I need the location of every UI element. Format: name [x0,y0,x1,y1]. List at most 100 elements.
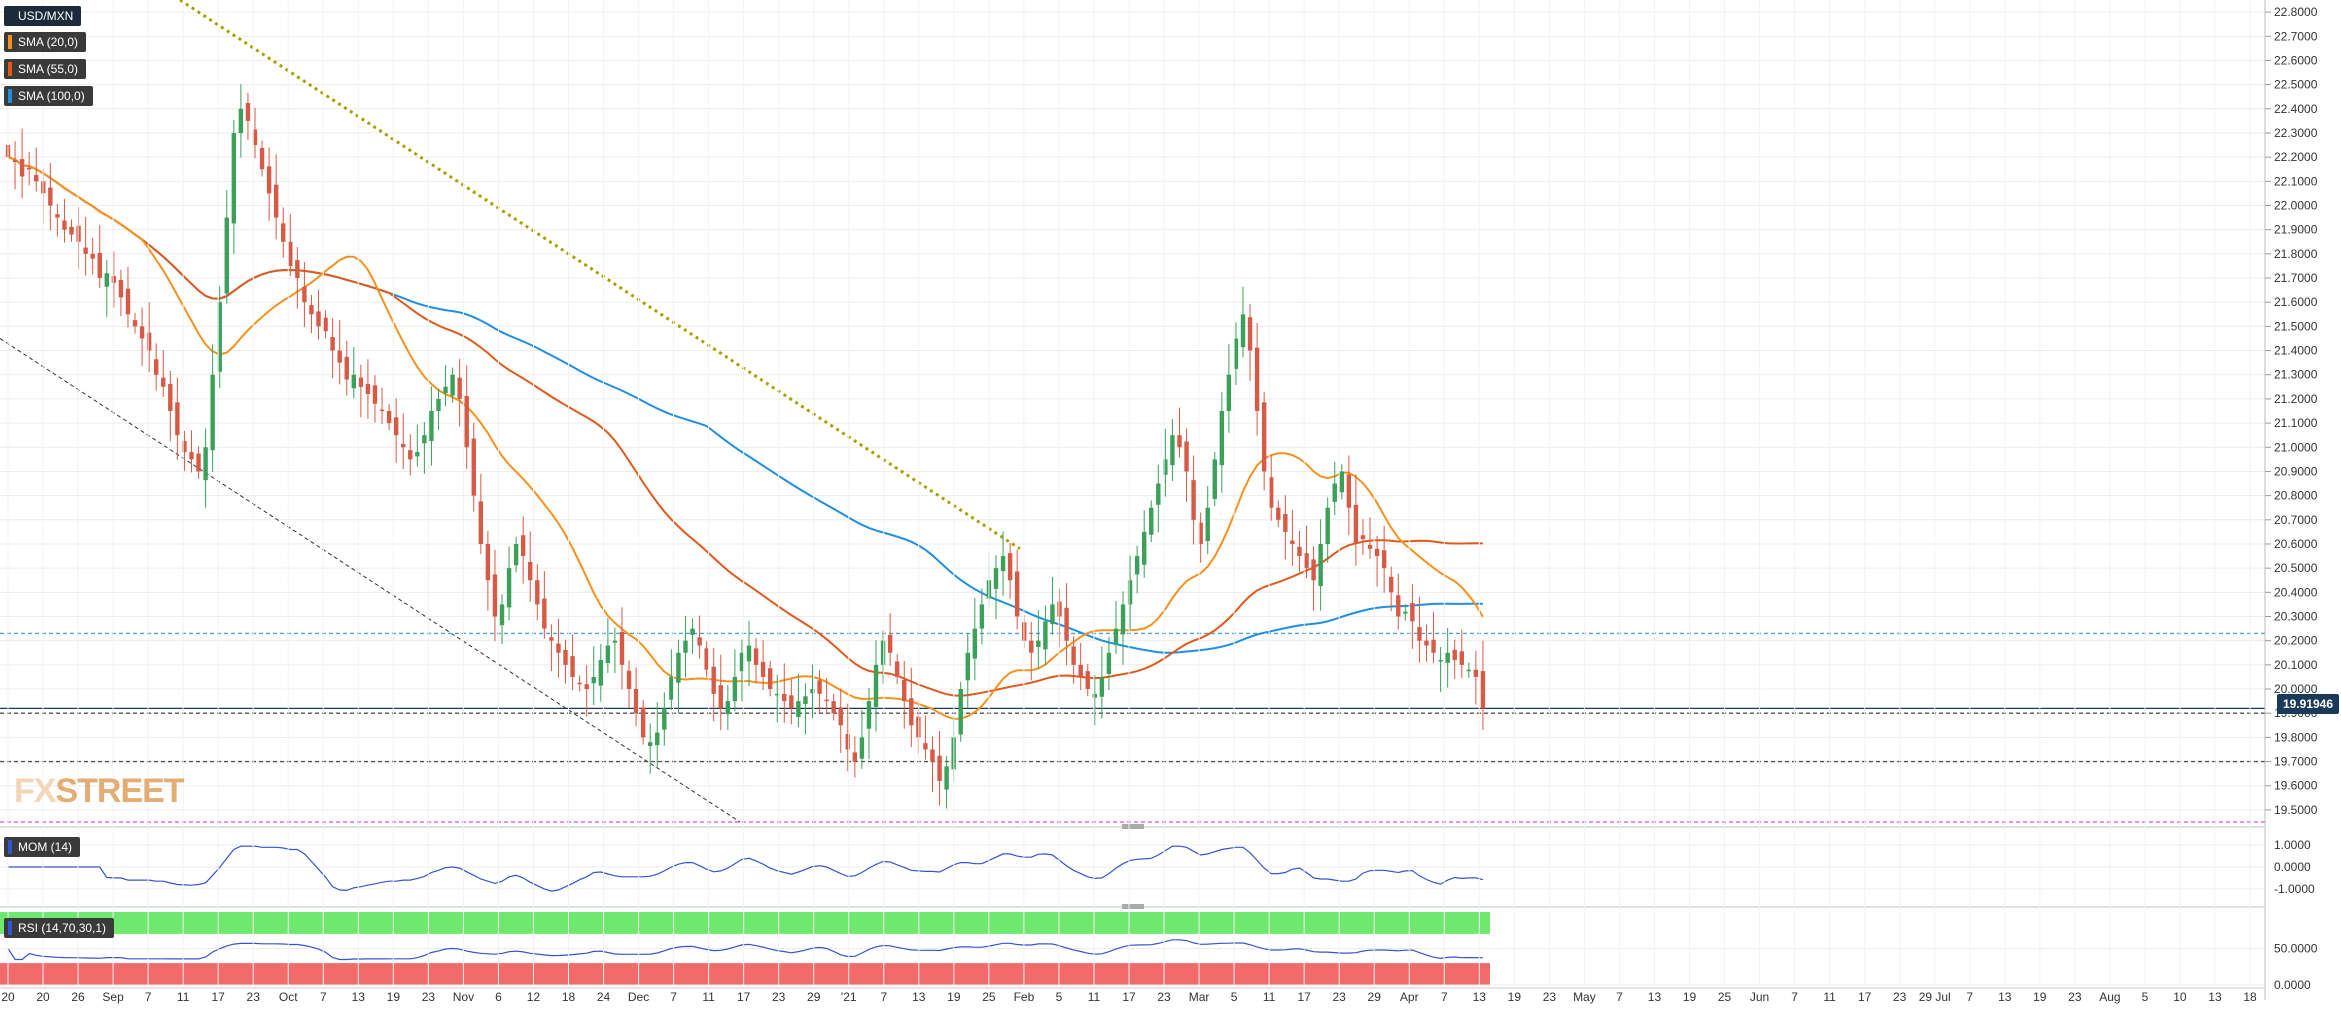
x-tick-label: 18 [562,990,576,1004]
rsi-overbought-zone [0,912,1490,934]
trendlines [0,0,1021,823]
candle-body [1381,550,1387,569]
candle-body [182,440,187,453]
y-tick-label: 21.7000 [2274,271,2318,285]
candle-body [436,398,441,411]
candle-body [1099,676,1105,697]
candle-body [316,311,321,327]
candle-body [605,645,611,663]
candle-body [817,680,822,694]
candle-body [760,661,766,677]
candle-body [1240,314,1246,348]
y-tick-label: 22.2000 [2274,150,2318,164]
candle-body [612,640,618,643]
candle-body [118,279,124,298]
y-tick-label: 19.8000 [2274,730,2318,744]
x-tick-label: 11 [1263,990,1276,1004]
candle-body [1247,317,1253,351]
indicator-label-sma55[interactable]: SMA (55,0) [4,59,87,79]
candle-body [619,631,625,665]
candle-body [1198,522,1203,544]
moving-averages [7,156,1484,720]
x-tick-label: 19 [1683,990,1697,1004]
candle-body [365,383,371,395]
indicator-label-sma100[interactable]: SMA (100,0) [4,86,93,106]
candle-body [887,634,893,653]
candle-body [1360,535,1366,540]
x-tick-label: Feb [1014,990,1035,1004]
candle-body [457,377,462,399]
mom-tick-label: -1.0000 [2274,882,2315,896]
candle-body [1078,664,1083,677]
candle-body [648,742,653,747]
momentum-panel: 1.0000 0.0000 -1.0000 [0,824,2315,896]
x-tick-label: 23 [1157,990,1171,1004]
candle-body [1473,669,1479,677]
x-tick-label: Apr [1400,990,1419,1004]
y-tick-label: 22.3000 [2274,126,2318,140]
x-tick-label: 20 [36,990,50,1004]
candle-body [1318,543,1323,587]
candle-body [1431,639,1436,653]
candle-body [393,417,399,436]
rsi-tick-label: 0.0000 [2274,978,2311,992]
candle-body [1459,651,1464,665]
candle-body [1134,556,1140,575]
x-tick-label: 20 [1,990,15,1004]
candle-body [288,241,293,266]
candle-body [1332,483,1337,502]
x-tick-label: 7 [145,990,152,1004]
candle-body [111,276,117,283]
candle-body [923,743,928,750]
y-tick-label: 20.0000 [2274,682,2318,696]
y-tick-label: 19.5000 [2274,803,2318,817]
x-tick-label: 23 [1893,990,1907,1004]
candle-body [1452,649,1457,661]
candle-body [231,132,237,224]
candle-body [520,535,526,557]
x-tick-label: May [1573,990,1596,1004]
candle-body [866,701,872,729]
candle-body [69,226,74,235]
candle-body [1177,435,1182,448]
x-tick-label: 5 [2142,990,2149,1004]
candle-body [224,217,229,294]
candle-body [1311,559,1316,581]
candle-body [1149,507,1154,535]
candle-body [683,640,688,653]
y-tick-label: 21.4000 [2274,344,2318,358]
indicator-label-0[interactable]: USD/MXN [4,6,82,26]
candle-body [189,452,194,460]
y-tick-label: 21.2000 [2274,392,2318,406]
candle-body [1092,693,1097,698]
x-tick-label: 23 [772,990,786,1004]
candle-body [12,160,18,162]
candle-body [697,637,702,646]
candle-body [1438,660,1443,662]
y-tick-label: 22.4000 [2274,102,2318,116]
mom-tick-label: 1.0000 [2274,838,2311,852]
candle-body [556,643,561,653]
candle-body [1226,374,1232,411]
rsi-panel-label[interactable]: RSI (14,70,30,1) [4,918,115,938]
candle-body [662,708,667,730]
candle-body [852,752,858,762]
candle-body [471,438,476,496]
candle-body [1029,640,1034,653]
x-tick-label: 7 [1441,990,1448,1004]
candle-body [944,766,949,790]
mom-panel-label[interactable]: MOM (14) [4,837,80,857]
candle-body [323,317,328,332]
x-tick-label: 23 [1333,990,1347,1004]
candle-body [485,543,491,581]
candle-body [739,652,745,672]
candle-body [168,383,173,411]
candle-body [266,166,272,194]
candle-body [803,696,808,705]
candle-body [676,652,681,683]
candle-body [1071,646,1076,665]
y-tick-label: 20.8000 [2274,489,2318,503]
candle-body [979,604,985,629]
indicator-label-sma20[interactable]: SMA (20,0) [4,32,87,52]
